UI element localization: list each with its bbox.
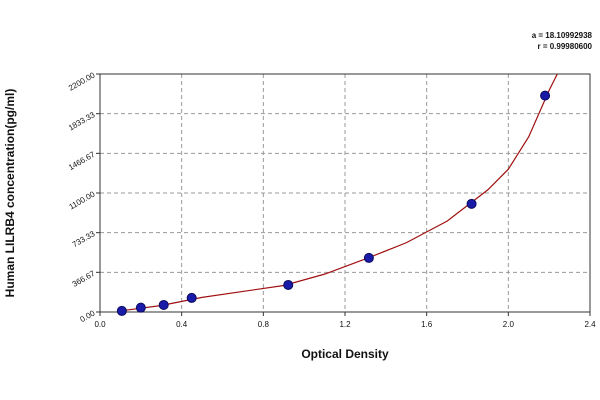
x-tick-label: 1.6 [421,320,433,329]
data-point [466,198,477,209]
x-tick-label: 1.2 [339,320,351,329]
y-tick-label: 2200.00 [67,70,97,93]
x-axis-label: Optical Density [301,347,389,361]
y-axis-label: Human LILRB4 concentration(pg/ml) [3,89,17,298]
data-point [116,305,127,316]
x-tick-label: 0.0 [94,320,106,329]
data-point [283,279,294,290]
annotation: a = 18.10992938 [532,31,593,40]
y-tick-label: 366.67 [71,269,97,289]
x-tick-label: 2.4 [584,320,596,329]
y-tick-label: 1466.67 [67,150,97,173]
data-point [363,252,374,263]
data-point [540,90,551,101]
fit-curve [120,74,558,312]
annotation: r = 0.99980600 [538,42,593,51]
x-tick-label: 0.4 [176,320,188,329]
data-point [186,292,197,303]
y-tick-label: 1100.00 [67,189,97,211]
x-tick-label: 2.0 [503,320,515,329]
data-point [158,299,169,310]
y-tick-label: 1833.33 [67,110,97,133]
y-tick-label: 733.33 [71,229,97,249]
plot-frame [99,73,591,313]
x-tick-label: 0.8 [258,320,270,329]
data-point [135,302,146,313]
